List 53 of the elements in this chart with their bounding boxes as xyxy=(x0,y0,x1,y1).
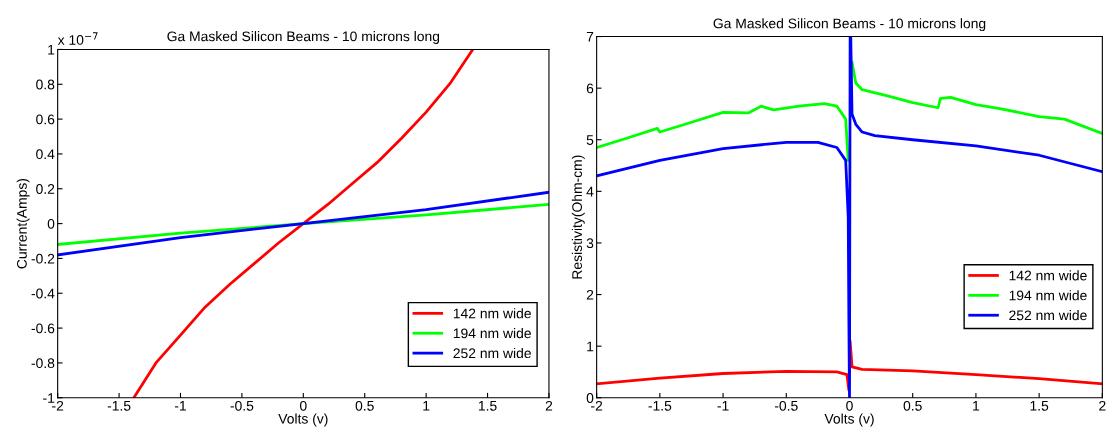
y-tick-label: 2 xyxy=(586,289,594,300)
x-tick-label: 0 xyxy=(846,400,853,411)
x-tick-label: 1.5 xyxy=(1030,401,1049,411)
x-axis-title: Volts (v) xyxy=(278,413,328,427)
y-tick-label: 0.2 xyxy=(36,184,55,194)
x-tick-label: 1.5 xyxy=(478,401,497,411)
y-tick-label: 7 xyxy=(586,32,594,42)
legend-label: 194 nm wide xyxy=(1009,290,1087,301)
legend-label: 252 nm wide xyxy=(1009,310,1087,321)
y-tick-label: -0.6 xyxy=(31,323,55,334)
x-tick-label: -1 xyxy=(717,401,729,411)
x-tick-label: -1 xyxy=(174,401,186,411)
x-tick-label: -0.5 xyxy=(230,400,254,411)
chart-title: Ga Masked Silicon Beams - 10 microns long xyxy=(167,31,440,44)
y-tick-label: -0.8 xyxy=(31,358,55,369)
x-tick-label: 1 xyxy=(973,401,980,411)
chart-title: Ga Masked Silicon Beams - 10 microns long xyxy=(713,18,986,32)
x-tick-label: -1.5 xyxy=(648,401,672,411)
y-tick-label: 4 xyxy=(586,186,594,197)
x-tick-label: 0.5 xyxy=(903,400,922,411)
text: x 10$^{−7}$ xyxy=(57,32,98,45)
y-axis-title: Current(Amps) xyxy=(16,178,30,269)
y-tick-label: 0.8 xyxy=(36,79,55,90)
x-tick-label: -0.5 xyxy=(774,400,798,411)
y-tick-label: 3 xyxy=(586,238,594,249)
y-tick-label: 5 xyxy=(586,135,594,145)
y-tick-label: 0 xyxy=(47,218,55,229)
line-series xyxy=(132,49,475,398)
x-tick-label: 0 xyxy=(299,400,307,411)
y-tick-label: -1 xyxy=(43,393,55,403)
y-tick-label: 0.6 xyxy=(36,114,55,125)
y-tick-label: 1 xyxy=(48,44,55,55)
y-tick-label: 0.4 xyxy=(36,149,55,160)
y-tick-label: 0 xyxy=(586,393,594,403)
y-tick-label: 6 xyxy=(586,83,594,94)
x-tick-label: -1.5 xyxy=(107,401,131,411)
x-tick-label: 2 xyxy=(545,400,553,411)
legend-label: 252 nm wide xyxy=(453,347,531,359)
y-axis-title: Resistivity(Ohm-cm) xyxy=(571,155,585,279)
legend-label: 194 nm wide xyxy=(453,328,531,339)
line-series xyxy=(596,36,1103,398)
legend-label: 142 nm wide xyxy=(1009,270,1087,281)
x-tick-label: 0.5 xyxy=(355,400,374,411)
x-tick-label: -2 xyxy=(52,400,64,411)
line-series xyxy=(57,190,549,257)
x-axis-title: Volts (v) xyxy=(824,413,874,427)
x-tick-label: 2 xyxy=(1099,400,1106,411)
y-tick-label: -0.4 xyxy=(31,288,55,299)
legend-label: 142 nm wide xyxy=(453,308,531,319)
y-tick-label: -0.2 xyxy=(31,253,55,264)
y-tick-label: 1 xyxy=(587,341,594,352)
x-tick-label: 1 xyxy=(423,401,430,411)
x-tick-label: -2 xyxy=(591,400,603,411)
